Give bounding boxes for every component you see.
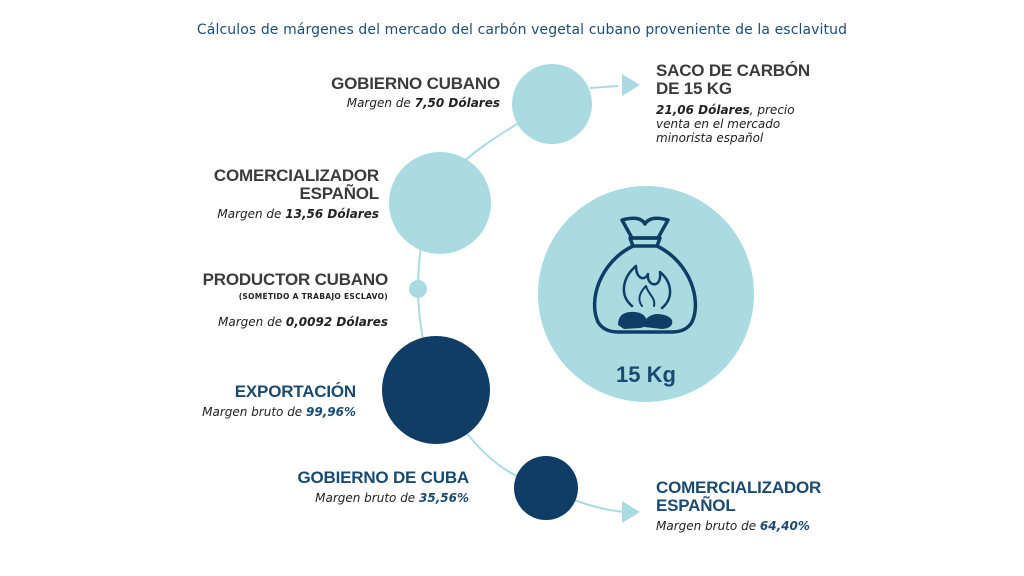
node-title: GOBIERNO DE CUBA xyxy=(297,468,469,487)
bag-circle xyxy=(538,186,754,402)
node-margin: Margen bruto de 64,40% xyxy=(656,519,810,533)
circle-productor xyxy=(409,280,427,298)
saco-title-line1: SACO DE CARBÓN xyxy=(656,61,810,80)
node-title-line2: ESPAÑOL xyxy=(656,496,736,515)
node-gobierno-cubano: GOBIERNO CUBANO Margen de 7,50 Dólares xyxy=(260,75,500,111)
node-title: EXPORTACIÓN xyxy=(234,382,356,401)
node-title: GOBIERNO CUBANO xyxy=(331,74,500,93)
node-gobierno-de-cuba: GOBIERNO DE CUBA Margen bruto de 35,56% xyxy=(230,469,469,506)
page-title: Cálculos de márgenes del mercado del car… xyxy=(196,22,848,38)
node-comercializador-espanol-top: COMERCIALIZADOR ESPAÑOL Margen de 13,56 … xyxy=(140,167,379,222)
arrow-top-icon xyxy=(622,74,640,96)
node-margin: Margen bruto de 35,56% xyxy=(315,491,469,505)
circle-gobierno-de-cuba xyxy=(514,456,578,520)
charcoal-pieces-icon xyxy=(618,311,673,329)
node-productor-cubano: PRODUCTOR CUBANO (SOMETIDO A TRABAJO ESC… xyxy=(150,270,389,330)
node-margin: Margen de 7,50 Dólares xyxy=(346,96,500,110)
circle-gobierno-cubano xyxy=(512,64,592,144)
node-title-line1: COMERCIALIZADOR xyxy=(213,166,379,185)
node-exportacion: EXPORTACIÓN Margen bruto de 99,96% xyxy=(120,383,356,420)
node-margin: Margen bruto de 99,96% xyxy=(202,405,356,419)
bag-weight-label: 15 Kg xyxy=(616,362,676,387)
circle-comercializador-top xyxy=(389,152,491,254)
node-saco-de-carbon: SACO DE CARBÓN DE 15 KG 21,06 Dólares, p… xyxy=(656,61,886,146)
saco-title-line2: DE 15 KG xyxy=(656,79,732,98)
node-comercializador-espanol-bottom: COMERCIALIZADOR ESPAÑOL Margen bruto de … xyxy=(656,479,896,534)
node-title: PRODUCTOR CUBANO xyxy=(202,270,389,289)
node-title-line1: COMERCIALIZADOR xyxy=(656,478,822,497)
node-title-line2: ESPAÑOL xyxy=(299,184,379,203)
circle-exportacion xyxy=(382,336,490,444)
node-margin: Margen de 13,56 Dólares xyxy=(217,207,379,221)
arrow-bottom-icon xyxy=(622,501,640,523)
saco-price: 21,06 Dólares, precio venta en el mercad… xyxy=(656,103,795,145)
node-margin: Margen de 0,0092 Dólares xyxy=(218,315,388,329)
node-subtitle: (SOMETIDO A TRABAJO ESCLAVO) xyxy=(238,292,388,301)
charcoal-bag-icon xyxy=(592,216,698,334)
